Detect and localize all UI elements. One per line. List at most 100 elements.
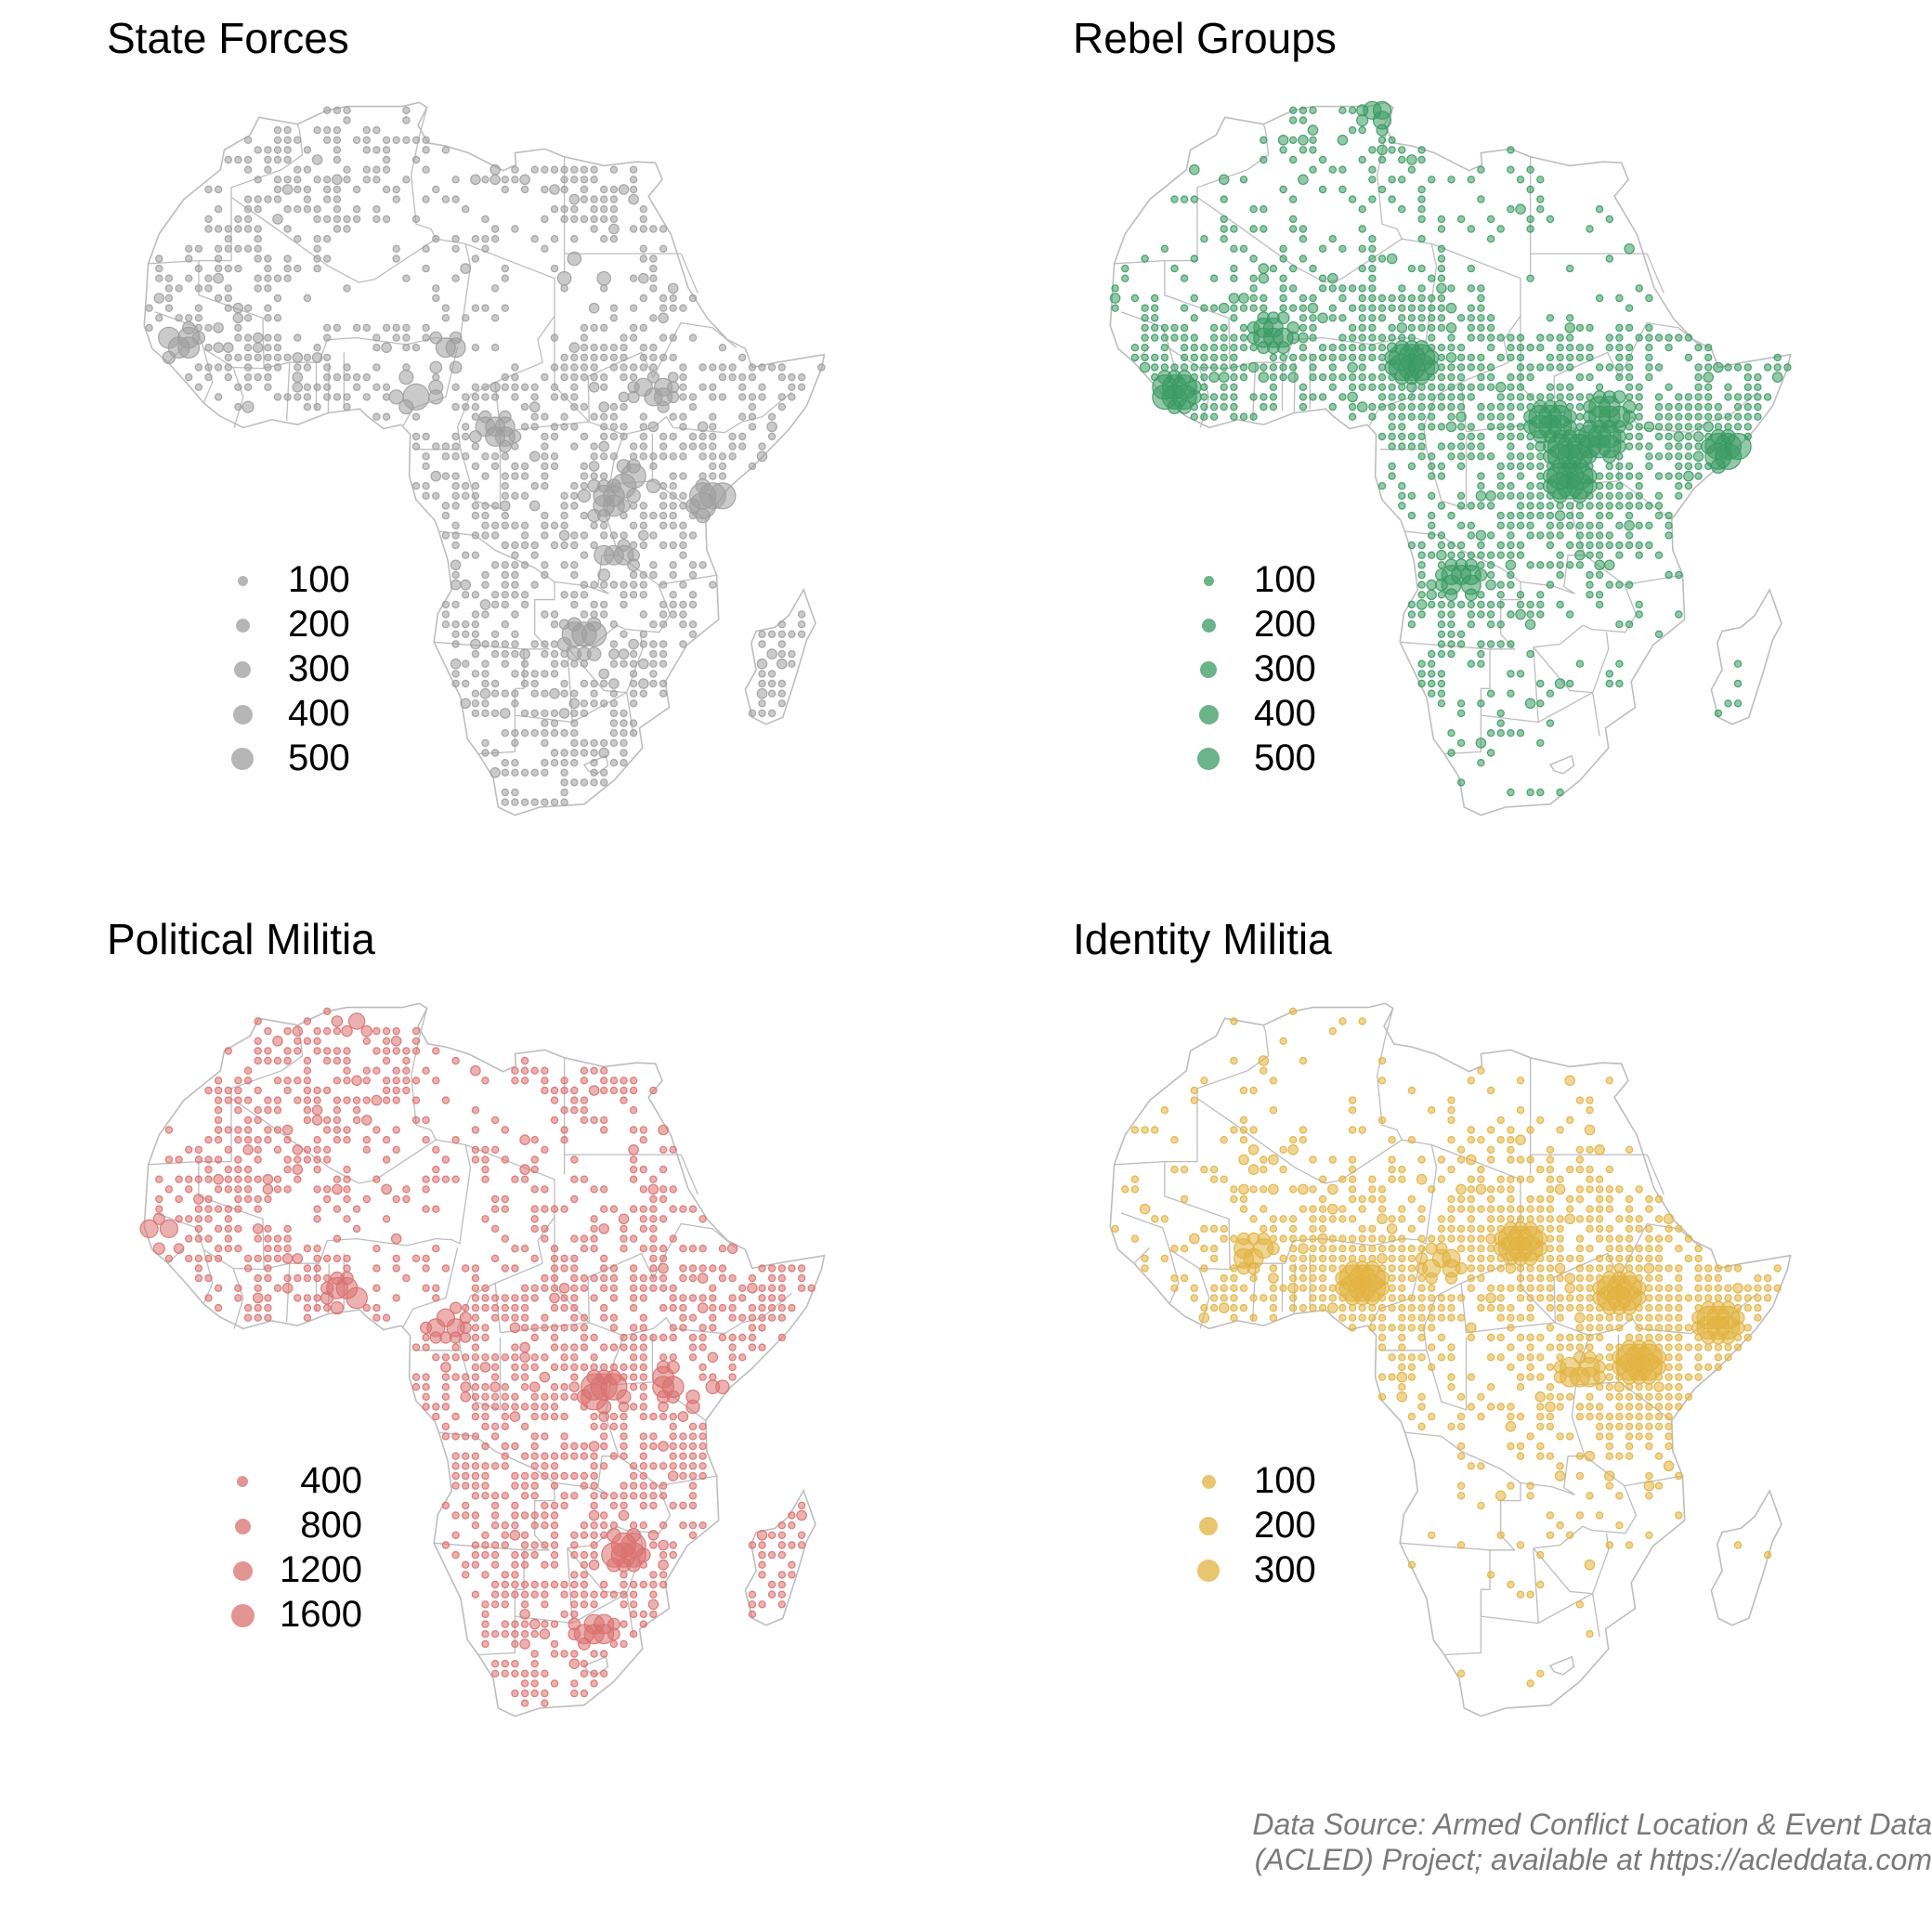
event-dot xyxy=(1220,363,1228,372)
event-dot xyxy=(1477,561,1485,569)
event-dot xyxy=(311,1115,323,1126)
event-dot xyxy=(1664,432,1673,441)
event-dot xyxy=(254,1273,262,1283)
event-dot xyxy=(501,759,510,767)
event-dot xyxy=(1536,1294,1545,1302)
event-dot xyxy=(586,646,602,661)
event-dot xyxy=(1654,393,1664,401)
event-dot xyxy=(659,581,668,589)
event-dot xyxy=(1348,1303,1357,1312)
event-dot xyxy=(1447,1373,1456,1381)
event-dot xyxy=(620,333,628,342)
event-dot xyxy=(411,1037,421,1045)
event-dot xyxy=(1456,383,1466,391)
event-dot xyxy=(1526,1205,1534,1213)
event-dot xyxy=(1507,531,1515,540)
event-dot xyxy=(1675,482,1683,490)
event-dot xyxy=(620,353,628,362)
event-dot xyxy=(501,1126,510,1134)
event-dot xyxy=(441,1353,450,1362)
event-dot xyxy=(1615,1215,1624,1223)
event-dot xyxy=(639,294,648,303)
event-dot xyxy=(600,679,608,688)
event-dot xyxy=(709,1373,717,1381)
event-dot xyxy=(139,1219,159,1238)
event-dot xyxy=(1605,1077,1614,1085)
event-dot xyxy=(639,1273,648,1283)
event-dot xyxy=(639,521,648,530)
event-dot xyxy=(649,353,658,362)
event-dot xyxy=(1328,363,1337,372)
event-dot xyxy=(659,1254,668,1263)
event-dot xyxy=(1664,1403,1673,1411)
event-dot xyxy=(1675,1333,1683,1342)
event-dot xyxy=(609,423,619,431)
event-dot xyxy=(511,1264,519,1273)
event-dot xyxy=(620,759,628,767)
event-dot xyxy=(1230,1264,1238,1273)
event-dot xyxy=(1495,1490,1507,1502)
event-dot xyxy=(530,679,539,688)
event-dot xyxy=(1160,353,1169,362)
event-dot xyxy=(581,621,607,647)
event-dot xyxy=(1486,215,1495,224)
event-dot xyxy=(777,1550,787,1560)
event-dot xyxy=(748,423,757,431)
event-dot xyxy=(1586,344,1594,352)
event-dot xyxy=(1486,1403,1495,1411)
event-dot xyxy=(1645,1422,1653,1431)
event-dot xyxy=(629,1105,638,1115)
event-dot xyxy=(580,1363,589,1372)
event-dot xyxy=(1437,323,1446,333)
event-dot xyxy=(490,630,500,639)
event-dot xyxy=(649,1215,658,1223)
event-dot xyxy=(471,689,480,698)
event-dot xyxy=(1635,610,1643,619)
event-dot xyxy=(481,244,490,253)
event-dot xyxy=(590,1116,598,1125)
event-dot xyxy=(1428,314,1436,322)
event-dot xyxy=(1467,176,1476,184)
event-dot xyxy=(252,342,264,353)
event-dot xyxy=(530,1254,539,1263)
event-dot xyxy=(214,225,223,233)
event-dot xyxy=(1398,1234,1406,1243)
event-dot xyxy=(609,1492,619,1500)
event-dot xyxy=(1467,225,1476,233)
event-dot xyxy=(580,1660,589,1668)
event-dot xyxy=(1615,521,1624,530)
event-dot xyxy=(590,679,598,688)
event-dot xyxy=(1645,344,1653,352)
event-dot xyxy=(501,472,510,480)
event-dot xyxy=(1299,1136,1308,1144)
event-dot xyxy=(541,1432,549,1441)
event-dot xyxy=(1625,511,1634,520)
event-dot xyxy=(1507,570,1515,580)
legend-label: 400 xyxy=(300,1460,362,1501)
event-dot xyxy=(214,1077,223,1085)
event-dot xyxy=(1486,323,1495,333)
event-dot xyxy=(1180,344,1189,352)
event-dot xyxy=(609,729,619,738)
event-dot xyxy=(1348,1324,1357,1332)
event-dot xyxy=(242,400,255,413)
event-dot xyxy=(511,699,519,708)
event-dot xyxy=(659,1521,668,1530)
event-dot xyxy=(519,1638,530,1650)
event-dot xyxy=(669,561,677,569)
event-dot xyxy=(580,1333,589,1342)
event-dot xyxy=(471,1521,480,1530)
event-dot xyxy=(580,472,589,480)
event-dot xyxy=(234,1136,242,1144)
event-dot xyxy=(679,452,687,461)
event-dot xyxy=(264,1303,272,1312)
event-dot xyxy=(1477,600,1485,609)
event-dot xyxy=(620,630,628,639)
event-dot xyxy=(490,1560,500,1569)
event-dot xyxy=(1289,155,1298,164)
event-dot xyxy=(1675,1511,1683,1520)
event-dot xyxy=(1664,1324,1673,1332)
event-dot xyxy=(530,1333,539,1342)
event-dot xyxy=(164,1126,174,1134)
lesotho-outline xyxy=(1548,754,1575,775)
